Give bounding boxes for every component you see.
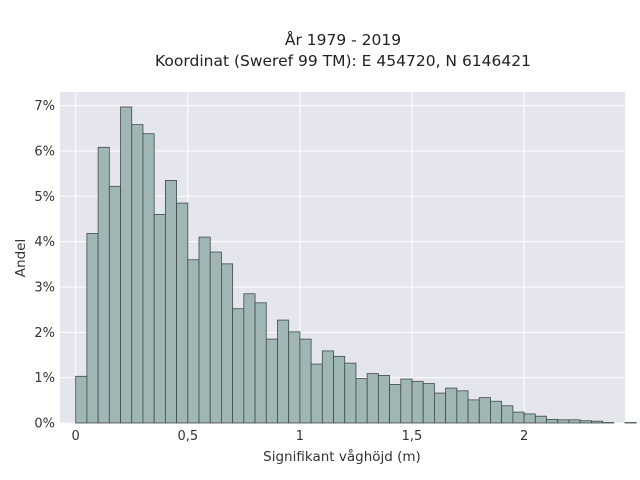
histogram-bar [546, 418, 559, 424]
histogram-bar [288, 331, 301, 424]
histogram-bar [86, 233, 99, 424]
y-tick-label: 2% [34, 326, 55, 341]
histogram-bar [265, 338, 278, 424]
histogram-bar [254, 302, 267, 424]
histogram-bar [120, 106, 133, 424]
histogram-bar [579, 420, 592, 424]
histogram-bar [153, 214, 166, 424]
histogram-bars [75, 106, 637, 424]
histogram-bar [355, 378, 368, 424]
y-axis-label: Andel [13, 239, 29, 277]
y-tick-label: 7% [34, 99, 55, 114]
histogram-bar [557, 419, 570, 424]
histogram-bar [176, 202, 189, 424]
histogram-bar [478, 397, 491, 424]
histogram-bar [568, 419, 581, 424]
x-tick-label: 1,5 [402, 429, 423, 444]
histogram-bar [445, 387, 458, 424]
y-tick-label: 1% [34, 371, 55, 386]
y-tick-label: 4% [34, 235, 55, 250]
histogram-bar [344, 362, 357, 424]
histogram-bar [534, 415, 547, 424]
histogram-bar [456, 390, 469, 424]
histogram-bar [232, 308, 245, 424]
histogram-bar [400, 378, 413, 424]
histogram-bar [221, 263, 234, 424]
x-tick-label: 0 [72, 429, 80, 444]
histogram-bar [299, 338, 312, 424]
histogram-bar [523, 413, 536, 424]
histogram-bar [377, 374, 390, 424]
y-tick-label: 6% [34, 144, 55, 159]
x-tick-label: 2 [520, 429, 528, 444]
histogram-bar [512, 411, 525, 424]
histogram-bar [411, 380, 424, 424]
y-tick-label: 3% [34, 280, 55, 295]
histogram-bar [490, 400, 503, 424]
histogram-bar [366, 373, 379, 424]
x-axis-label: Signifikant våghöjd (m) [263, 448, 421, 465]
histogram-bar [108, 185, 121, 424]
histogram-bar [434, 392, 447, 424]
histogram-bar [501, 405, 514, 424]
histogram-bar [209, 251, 222, 424]
histogram-bar [198, 236, 211, 424]
histogram-bar [243, 293, 256, 424]
chart-title-line-1: År 1979 - 2019 [285, 30, 401, 49]
histogram-bar [75, 375, 88, 424]
histogram-bar [97, 146, 110, 424]
histogram-bar [142, 133, 155, 424]
histogram-bar [131, 124, 144, 424]
histogram-bar [164, 180, 177, 424]
x-tick-label: 1 [296, 429, 304, 444]
histogram-bar [187, 259, 200, 424]
histogram-bar [467, 399, 480, 424]
histogram-bar [310, 363, 323, 424]
histogram-bar [321, 350, 334, 424]
histogram-bar [590, 420, 603, 424]
y-axis-ticks: 0% 1% 2% 3% 4% 5% 6% 7% [34, 99, 55, 431]
histogram-bar [277, 319, 290, 424]
histogram-bar [422, 383, 435, 424]
y-tick-label: 5% [34, 190, 55, 205]
x-tick-label: 0,5 [177, 429, 198, 444]
histogram-bar [333, 355, 346, 424]
x-axis-ticks: 0 0,5 1 1,5 2 [72, 429, 529, 444]
chart-title-line-2: Koordinat (Sweref 99 TM): E 454720, N 61… [155, 52, 531, 70]
y-tick-label: 0% [34, 417, 55, 432]
histogram-bar [389, 384, 402, 424]
